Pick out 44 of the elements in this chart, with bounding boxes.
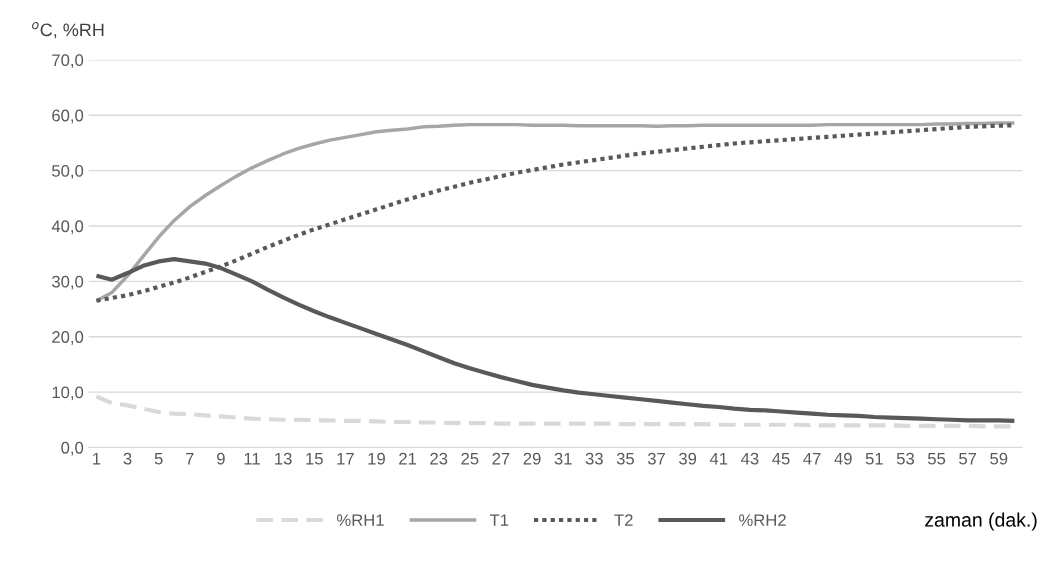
x-tick-label: 23 xyxy=(430,452,448,465)
x-tick-label: 25 xyxy=(461,452,479,465)
y-tick-label: 70,0 xyxy=(52,54,84,69)
x-tick-label: 3 xyxy=(123,452,132,465)
x-tick-label: 53 xyxy=(896,452,914,465)
x-tick-label: 35 xyxy=(616,452,634,465)
y-tick-label: 0,0 xyxy=(61,441,84,456)
y-tick-label: 30,0 xyxy=(51,275,84,290)
legend-label: %RH2 xyxy=(739,514,786,526)
x-tick-label: 9 xyxy=(217,452,225,465)
x-tick-label: 29 xyxy=(523,452,541,465)
x-tick-label: 49 xyxy=(834,452,852,465)
legend-label: T2 xyxy=(614,514,633,526)
legend-label: %RH1 xyxy=(336,514,384,526)
y-tick-label: 50,0 xyxy=(52,164,84,179)
x-tick-label: 37 xyxy=(647,452,665,465)
x-tick-label: 21 xyxy=(399,452,417,465)
x-tick-label: 13 xyxy=(275,452,292,465)
x-tick-label: 11 xyxy=(244,452,260,465)
y-tick-label: 40,0 xyxy=(51,220,84,235)
x-tick-label: 59 xyxy=(990,452,1008,465)
x-tick-label: 5 xyxy=(154,452,163,465)
legend-label: T1 xyxy=(489,514,509,526)
x-tick-label: 7 xyxy=(186,452,194,465)
x-tick-label: 27 xyxy=(492,452,510,465)
y-tick-label: 10,0 xyxy=(52,386,84,401)
x-tick-label: 57 xyxy=(959,452,977,465)
x-tick-label: 55 xyxy=(927,452,946,465)
x-tick-label: 1 xyxy=(93,452,101,465)
x-tick-label: 17 xyxy=(337,452,354,465)
y-axis-title: $^{o}$C, %RH xyxy=(32,22,104,39)
y-tick-label: 20,0 xyxy=(52,331,84,345)
x-axis-title: zaman (dak.) xyxy=(925,512,1037,531)
x-tick-label: 39 xyxy=(679,452,697,465)
x-tick-label: 31 xyxy=(554,452,572,465)
x-tick-label: 43 xyxy=(740,452,759,465)
x-tick-label: 47 xyxy=(803,452,821,465)
x-tick-label: 41 xyxy=(709,452,728,465)
x-tick-label: 45 xyxy=(772,452,790,465)
x-tick-label: 51 xyxy=(865,452,883,465)
x-tick-label: 15 xyxy=(306,452,323,465)
x-tick-label: 33 xyxy=(585,452,603,465)
x-tick-label: 19 xyxy=(368,452,385,465)
y-tick-label: 60,0 xyxy=(52,109,84,124)
